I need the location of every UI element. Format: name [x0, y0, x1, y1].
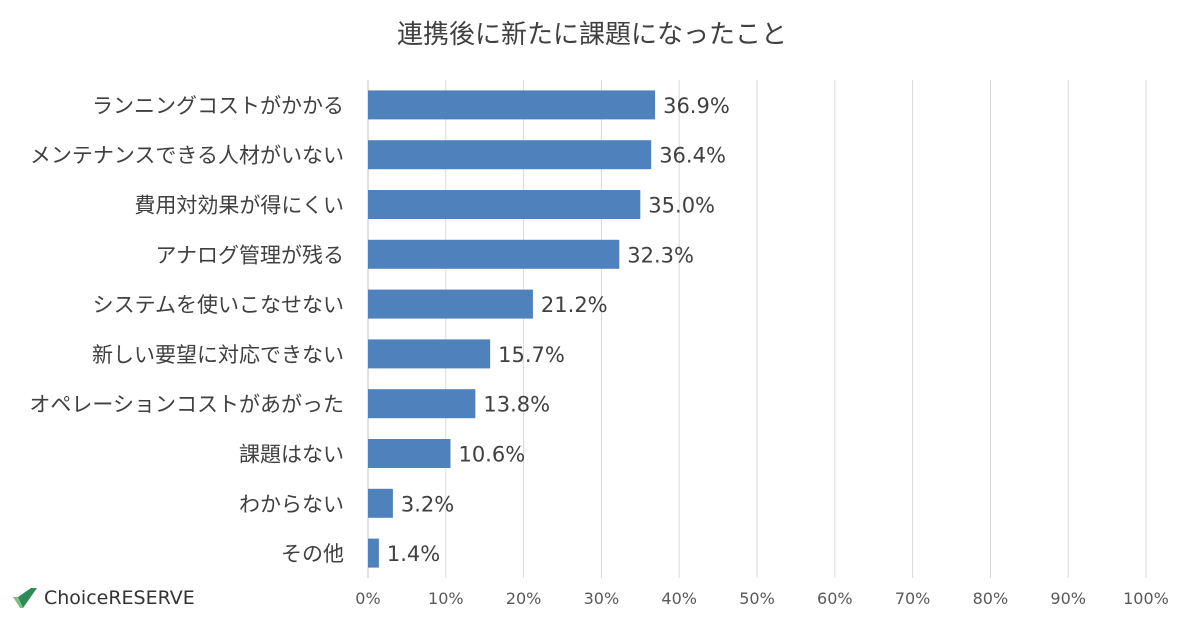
category-label: アナログ管理が残る: [155, 243, 344, 267]
value-label: 36.9%: [663, 94, 730, 118]
x-tick-label: 100%: [1123, 589, 1169, 608]
bar: [368, 389, 476, 419]
bar: [368, 339, 491, 369]
bars: [368, 90, 656, 568]
bar: [368, 439, 451, 468]
value-label: 21.2%: [541, 293, 608, 317]
category-label: オペレーションコストがあがった: [29, 393, 344, 417]
category-label: 課題はない: [239, 443, 344, 467]
x-tick-label: 90%: [1050, 589, 1086, 608]
x-tick-label: 70%: [895, 589, 931, 608]
value-label: 15.7%: [498, 343, 565, 367]
x-tick-label: 0%: [355, 589, 380, 608]
bar: [368, 239, 620, 269]
bar: [368, 289, 533, 319]
category-label: その他: [281, 542, 344, 566]
category-label: 費用対効果が得にくい: [134, 194, 344, 218]
category-labels: ランニングコストがかかるメンテナンスできる人材がいない費用対効果が得にくいアナロ…: [29, 94, 344, 566]
x-tick-label: 20%: [506, 589, 542, 608]
value-label: 35.0%: [648, 194, 715, 218]
value-label: 13.8%: [483, 393, 550, 417]
check-logo-icon: [13, 588, 37, 608]
value-labels: 36.9% 36.4% 35.0% 32.3% 21.2% 15.7% 13.8% 10.6%…: [387, 94, 730, 566]
bar: [368, 90, 656, 120]
bar: [368, 488, 393, 518]
value-label: 3.2%: [401, 492, 454, 516]
brand-name: ChoiceRESERVE: [44, 587, 195, 609]
bar: [368, 190, 641, 219]
category-label: 新しい要望に対応できない: [92, 343, 344, 367]
chart-title: 連携後に新たに課題になったこと: [397, 20, 787, 50]
x-tick-label: 30%: [584, 589, 620, 608]
x-axis-ticks: 0% 10% 20% 30% 40% 50% 60% 70% 80% 90% 100%: [355, 589, 1169, 608]
x-tick-label: 80%: [973, 589, 1009, 608]
x-tick-label: 50%: [739, 589, 775, 608]
category-label: システムを使いこなせない: [93, 293, 344, 317]
brand-logo: ChoiceRESERVE: [12, 585, 195, 611]
x-tick-label: 40%: [661, 589, 697, 608]
category-label: わからない: [239, 492, 344, 516]
bar: [368, 538, 379, 568]
value-label: 36.4%: [659, 144, 726, 168]
x-tick-label: 60%: [817, 589, 853, 608]
value-label: 10.6%: [458, 443, 525, 467]
value-label: 32.3%: [627, 243, 694, 267]
bar: [368, 140, 652, 170]
x-tick-label: 10%: [428, 589, 464, 608]
value-label: 1.4%: [387, 542, 440, 566]
category-label: メンテナンスできる人材がいない: [30, 144, 344, 168]
category-label: ランニングコストがかかる: [92, 94, 344, 118]
